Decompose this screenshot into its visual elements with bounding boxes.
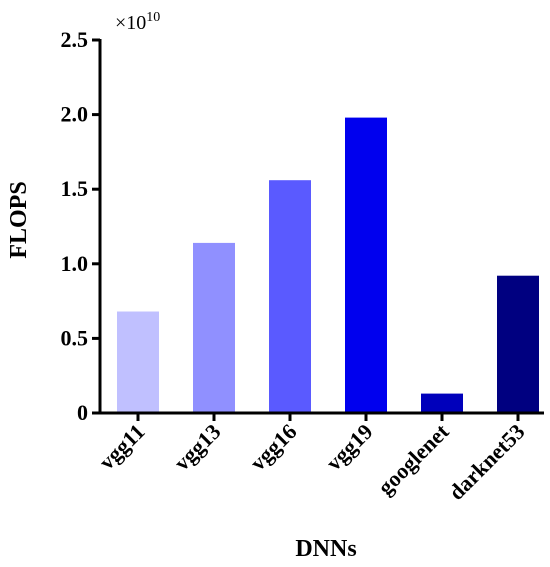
y-tick-label: 2.0 — [61, 102, 89, 127]
x-axis-label: DNNs — [295, 536, 356, 562]
y-tick-label: 0 — [77, 400, 88, 425]
y-tick-label: 1.0 — [61, 251, 89, 276]
y-tick-label: 0.5 — [61, 325, 89, 350]
bar-googlenet — [421, 393, 463, 413]
y-tick-label: 1.5 — [61, 176, 89, 201]
bar-vgg13 — [193, 242, 235, 413]
x-tick-label-vgg16: vgg16 — [245, 419, 302, 476]
bar-vgg19 — [345, 117, 387, 413]
bar-vgg16 — [269, 180, 311, 413]
y-axis: 0 0.5 1.0 1.5 2.0 2.5 — [61, 27, 102, 425]
x-tick-label-darknet53: darknet53 — [444, 419, 530, 505]
bar-vgg11 — [117, 311, 159, 413]
bar-darknet53 — [497, 275, 539, 413]
bars-group — [117, 117, 539, 413]
y-axis-multiplier: ×1010 — [115, 10, 160, 34]
y-tick-label: 2.5 — [61, 27, 89, 52]
y-axis-label: FLOPS — [6, 181, 32, 258]
x-tick-label-googlenet: googlenet — [373, 418, 454, 499]
x-tick-label-vgg11: vgg11 — [94, 419, 150, 475]
x-tick-label-vgg13: vgg13 — [169, 419, 226, 476]
x-tick-label-vgg19: vgg19 — [321, 419, 378, 476]
